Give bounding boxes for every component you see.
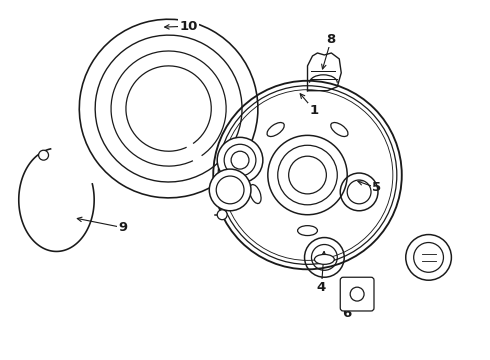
- Text: 1: 1: [310, 104, 319, 117]
- Circle shape: [217, 137, 263, 183]
- Ellipse shape: [267, 122, 284, 136]
- Text: 5: 5: [372, 181, 382, 194]
- Circle shape: [217, 210, 227, 220]
- Text: 2: 2: [227, 142, 237, 155]
- FancyBboxPatch shape: [340, 277, 374, 311]
- Circle shape: [406, 235, 451, 280]
- Text: 4: 4: [317, 281, 326, 294]
- Text: 10: 10: [179, 20, 197, 33]
- Text: 3: 3: [216, 175, 225, 189]
- Text: 8: 8: [327, 33, 336, 46]
- Circle shape: [209, 169, 251, 211]
- Circle shape: [39, 150, 49, 160]
- Ellipse shape: [297, 226, 318, 235]
- Ellipse shape: [331, 122, 348, 136]
- Text: 9: 9: [119, 221, 127, 234]
- Ellipse shape: [315, 255, 334, 264]
- Text: 7: 7: [439, 248, 448, 261]
- Text: 6: 6: [343, 307, 352, 320]
- Ellipse shape: [249, 185, 261, 203]
